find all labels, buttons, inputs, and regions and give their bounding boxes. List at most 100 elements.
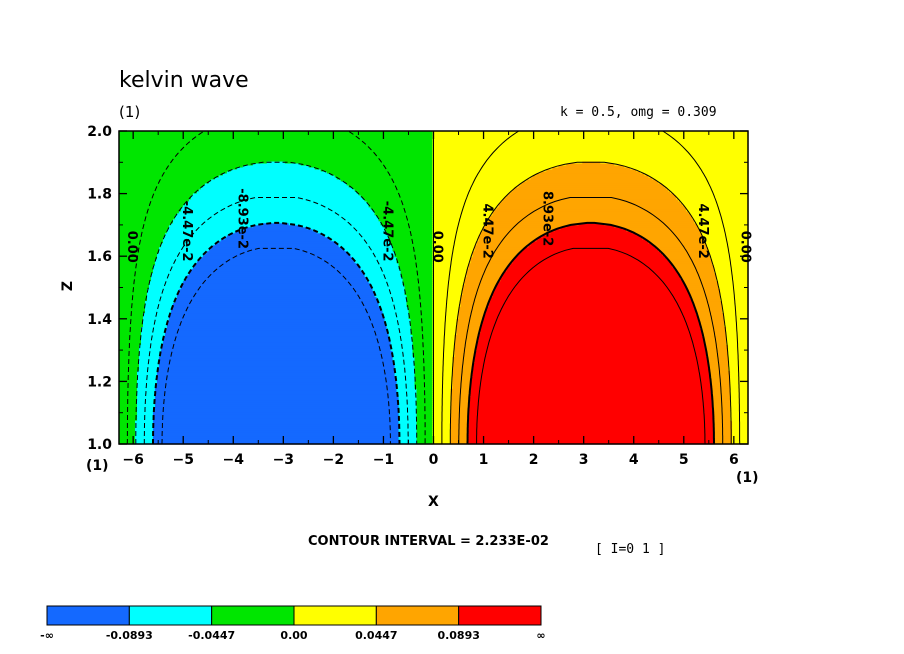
contour-fill-cell (704, 342, 727, 345)
contour-fill-cell (158, 364, 396, 367)
contour-fill-cell (152, 438, 400, 441)
contour-fill-cell (119, 366, 140, 369)
contour-fill-cell (119, 154, 434, 158)
contour-fill-cell (470, 382, 711, 385)
contour-fill-cell (198, 188, 356, 192)
contour-fill-cell (414, 364, 434, 367)
contour-fill-cell (390, 348, 414, 351)
contour-fill-cell (158, 250, 208, 254)
contour-fill-cell (432, 206, 497, 210)
contour-fill-cell (464, 280, 499, 284)
contour-fill-cell (138, 356, 160, 359)
contour-fill-cell (432, 192, 509, 196)
contour-fill-cell (712, 406, 731, 409)
colorbar-swatch (211, 605, 295, 626)
contour-fill-cell (460, 302, 490, 306)
contour-fill-cell (400, 274, 434, 278)
contour-fill-cell (148, 286, 182, 290)
contour-fill-cell (334, 240, 392, 244)
contour-fill-cell (486, 306, 695, 310)
contour-fill-cell (376, 298, 408, 302)
contour-fill-cell (398, 430, 418, 433)
contour-fill-cell (166, 322, 386, 325)
contour-fill-cell (119, 212, 178, 216)
contour-fill-cell (184, 278, 368, 282)
contour-fill-cell (624, 164, 749, 168)
contour-fill-cell (470, 392, 713, 395)
contour-fill-cell (384, 316, 410, 320)
contour-fill-cell (522, 180, 659, 184)
contour-fill-cell (472, 364, 709, 367)
contour-fill-cell (166, 324, 388, 327)
contour-fill-cell (502, 198, 679, 202)
contour-line (476, 247, 706, 444)
contour-fill-cell (432, 134, 749, 138)
contour-fill-cell (396, 390, 418, 393)
contour-fill-cell (412, 350, 434, 353)
contour-fill-cell (690, 296, 721, 300)
contour-fill-cell (119, 244, 162, 248)
contour-fill-cell (119, 286, 150, 290)
contour-fill-cell (464, 278, 501, 282)
contour-fill-cell (119, 298, 148, 302)
contour-fill-cell (532, 240, 649, 244)
contour-fill-cell (398, 428, 418, 431)
contour-fill-cell (496, 206, 687, 210)
contour-fill-cell (370, 206, 434, 210)
contour-fill-cell (472, 372, 711, 375)
contour-line (143, 197, 409, 444)
contour-fill-cell (140, 342, 164, 345)
contour-fill-cell (168, 316, 386, 320)
contour-fill-cell (136, 388, 156, 391)
contour-fill-cell (480, 328, 703, 331)
contour-fill-cell (732, 432, 749, 435)
contour-fill-cell (146, 296, 178, 300)
contour-fill-cell (410, 332, 434, 335)
contour-fill-cell (394, 374, 416, 377)
contour-fill-cell (166, 228, 242, 232)
contour-fill-cell (704, 240, 749, 244)
contour-fill-cell (210, 178, 342, 182)
contour-fill-cell (526, 178, 657, 182)
contour-fill-cell (560, 226, 623, 230)
contour-fill-cell (432, 228, 484, 232)
contour-line (458, 197, 724, 444)
contour-fill-cell (456, 332, 480, 335)
contour-fill-cell (432, 200, 501, 204)
contour-fill-cell (156, 374, 396, 377)
contour-fill-cell (152, 430, 400, 433)
contour-fill-cell (192, 266, 362, 270)
contour-fill-cell (119, 200, 188, 204)
contour-fill-cell (138, 368, 158, 371)
contour-fill-cell (150, 276, 188, 280)
contour-fill-cell (360, 268, 402, 272)
contour-fill-cell (468, 262, 511, 266)
contour-fill-cell (394, 372, 416, 375)
contour-fill-cell (654, 244, 707, 248)
contour-fill-cell (134, 436, 154, 439)
contour-fill-cell (488, 304, 695, 308)
contour-fill-cell (432, 164, 559, 168)
contour-fill-cell (262, 222, 290, 226)
x-axis-unit-left: (1) (86, 458, 109, 474)
contour-fill-cell (662, 252, 711, 256)
contour-fill-cell (578, 222, 605, 226)
contour-fill-cell (468, 428, 715, 431)
contour-fill-cell (119, 362, 140, 365)
contour-line (135, 161, 418, 444)
contour-fill-cell (148, 282, 184, 286)
contour-fill-cell (730, 374, 749, 377)
x-axis-unit-right: (1) (736, 470, 759, 486)
contour-fill-cell (470, 386, 713, 389)
chart-subtitle-right: k = 0.5, omg = 0.309 (560, 105, 717, 120)
contour-fill-cell (392, 244, 434, 248)
contour-fill-cell (550, 230, 633, 234)
contour-fill-cell (154, 262, 196, 266)
contour-fill-cell (432, 160, 583, 164)
contour-fill-cell (156, 376, 398, 379)
contour-fill-cell (136, 416, 154, 419)
contour-fill-cell (220, 238, 332, 242)
contour-fill-cell (694, 306, 723, 310)
contour-fill-cell (432, 188, 513, 192)
contour-fill-cell (388, 238, 434, 242)
